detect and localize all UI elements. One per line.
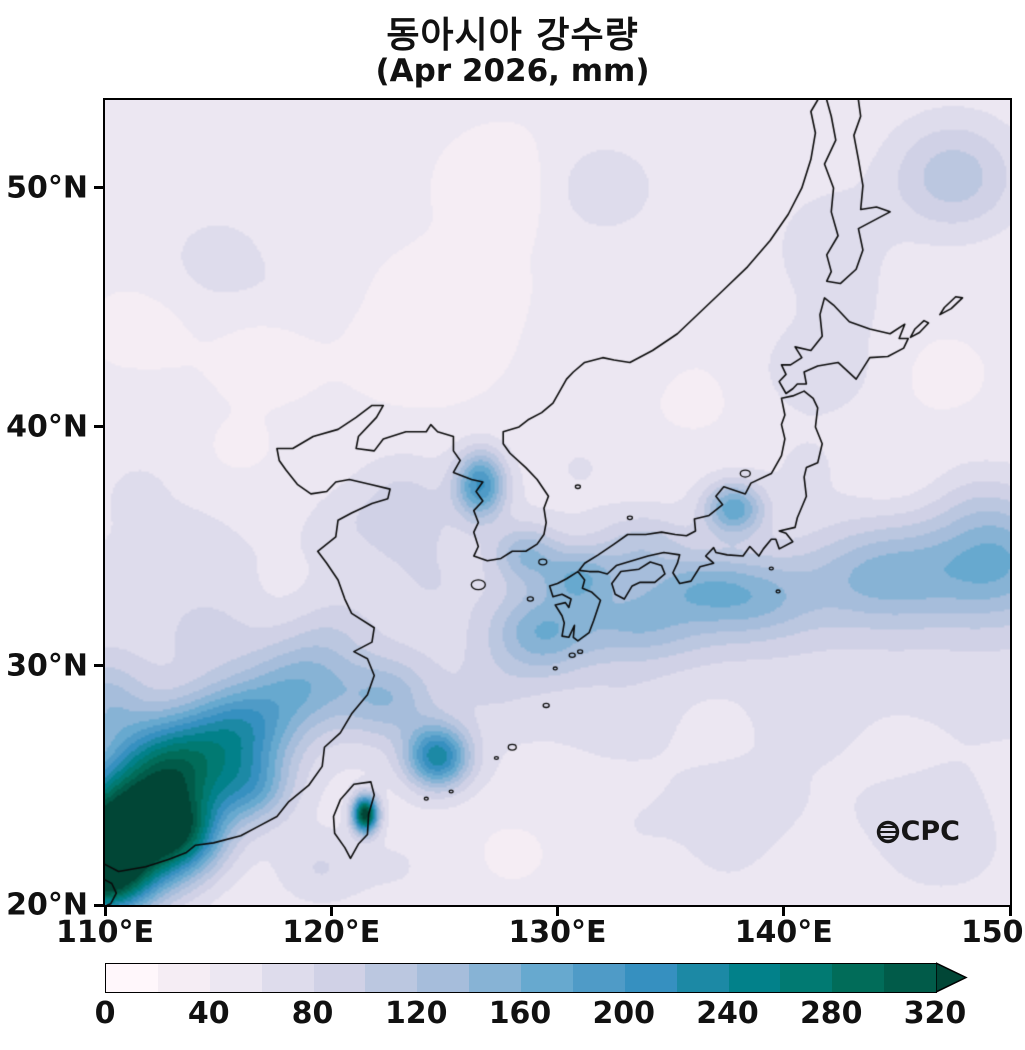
x-axis-tick-mark: [1008, 907, 1012, 916]
y-axis-tick-label: 30°N: [6, 648, 88, 684]
map-plot-area: CPC: [103, 98, 1012, 907]
cpc-logo: CPC: [876, 816, 960, 847]
colorbar-segment: [884, 964, 936, 992]
colorbar-segment: [417, 964, 470, 992]
x-axis-tick-mark: [556, 907, 559, 916]
cpc-globe-icon: [876, 820, 899, 843]
colorbar-tick-label: 240: [696, 996, 759, 1031]
y-axis-tick-label: 50°N: [6, 170, 88, 206]
y-axis-tick-mark: [94, 664, 103, 668]
colorbar-segment: [106, 964, 158, 992]
cpc-logo-text: CPC: [900, 816, 960, 847]
colorbar-tick-label: 280: [799, 996, 863, 1031]
y-axis-tick-mark: [94, 186, 103, 190]
colorbar-segments: [106, 964, 936, 992]
colorbar-tick-label: 80: [291, 996, 334, 1031]
x-axis-tick-label: 140°E: [734, 915, 833, 950]
colorbar-segment: [261, 964, 314, 992]
colorbar-arrow: [936, 962, 968, 993]
x-axis-tick-mark: [329, 907, 333, 916]
x-axis-tick-label: 150°E: [960, 915, 1025, 950]
chart-subtitle: (Apr 2026, mm): [375, 53, 650, 89]
x-axis-tick-mark: [103, 907, 107, 916]
y-axis-tick-mark: [94, 903, 103, 907]
colorbar-segment: [832, 964, 885, 992]
colorbar-tick-label: 320: [903, 996, 967, 1031]
x-axis-tick-mark: [782, 907, 786, 916]
x-axis-tick-label: 120°E: [282, 915, 381, 950]
colorbar-segment: [676, 964, 729, 992]
chart-title: 동아시아 강수량: [386, 15, 639, 56]
colorbar-segment: [780, 964, 833, 992]
x-axis-tick-label: 130°E: [508, 915, 607, 950]
colorbar-segment: [521, 964, 573, 992]
coastline-canvas: [105, 100, 1010, 905]
colorbar-tick-label: 200: [592, 996, 656, 1031]
colorbar: [105, 963, 937, 993]
y-axis-tick-mark: [94, 425, 103, 429]
colorbar-segment: [365, 964, 418, 992]
colorbar-segment: [469, 964, 521, 992]
colorbar-tick-label: 40: [187, 996, 230, 1031]
colorbar-tick-label: 120: [384, 996, 448, 1031]
colorbar-segment: [157, 964, 210, 992]
x-axis-tick-label: 110°E: [55, 915, 155, 950]
colorbar-segment: [572, 964, 625, 992]
colorbar-segment: [209, 964, 262, 992]
y-axis-tick-label: 20°N: [6, 887, 88, 923]
colorbar-tick-label: 160: [488, 996, 552, 1031]
y-axis-tick-label: 40°N: [6, 409, 88, 445]
colorbar-segment: [624, 964, 677, 992]
colorbar-segment: [728, 964, 781, 992]
colorbar-tick-label: 0: [94, 996, 116, 1031]
colorbar-segment: [313, 964, 366, 992]
